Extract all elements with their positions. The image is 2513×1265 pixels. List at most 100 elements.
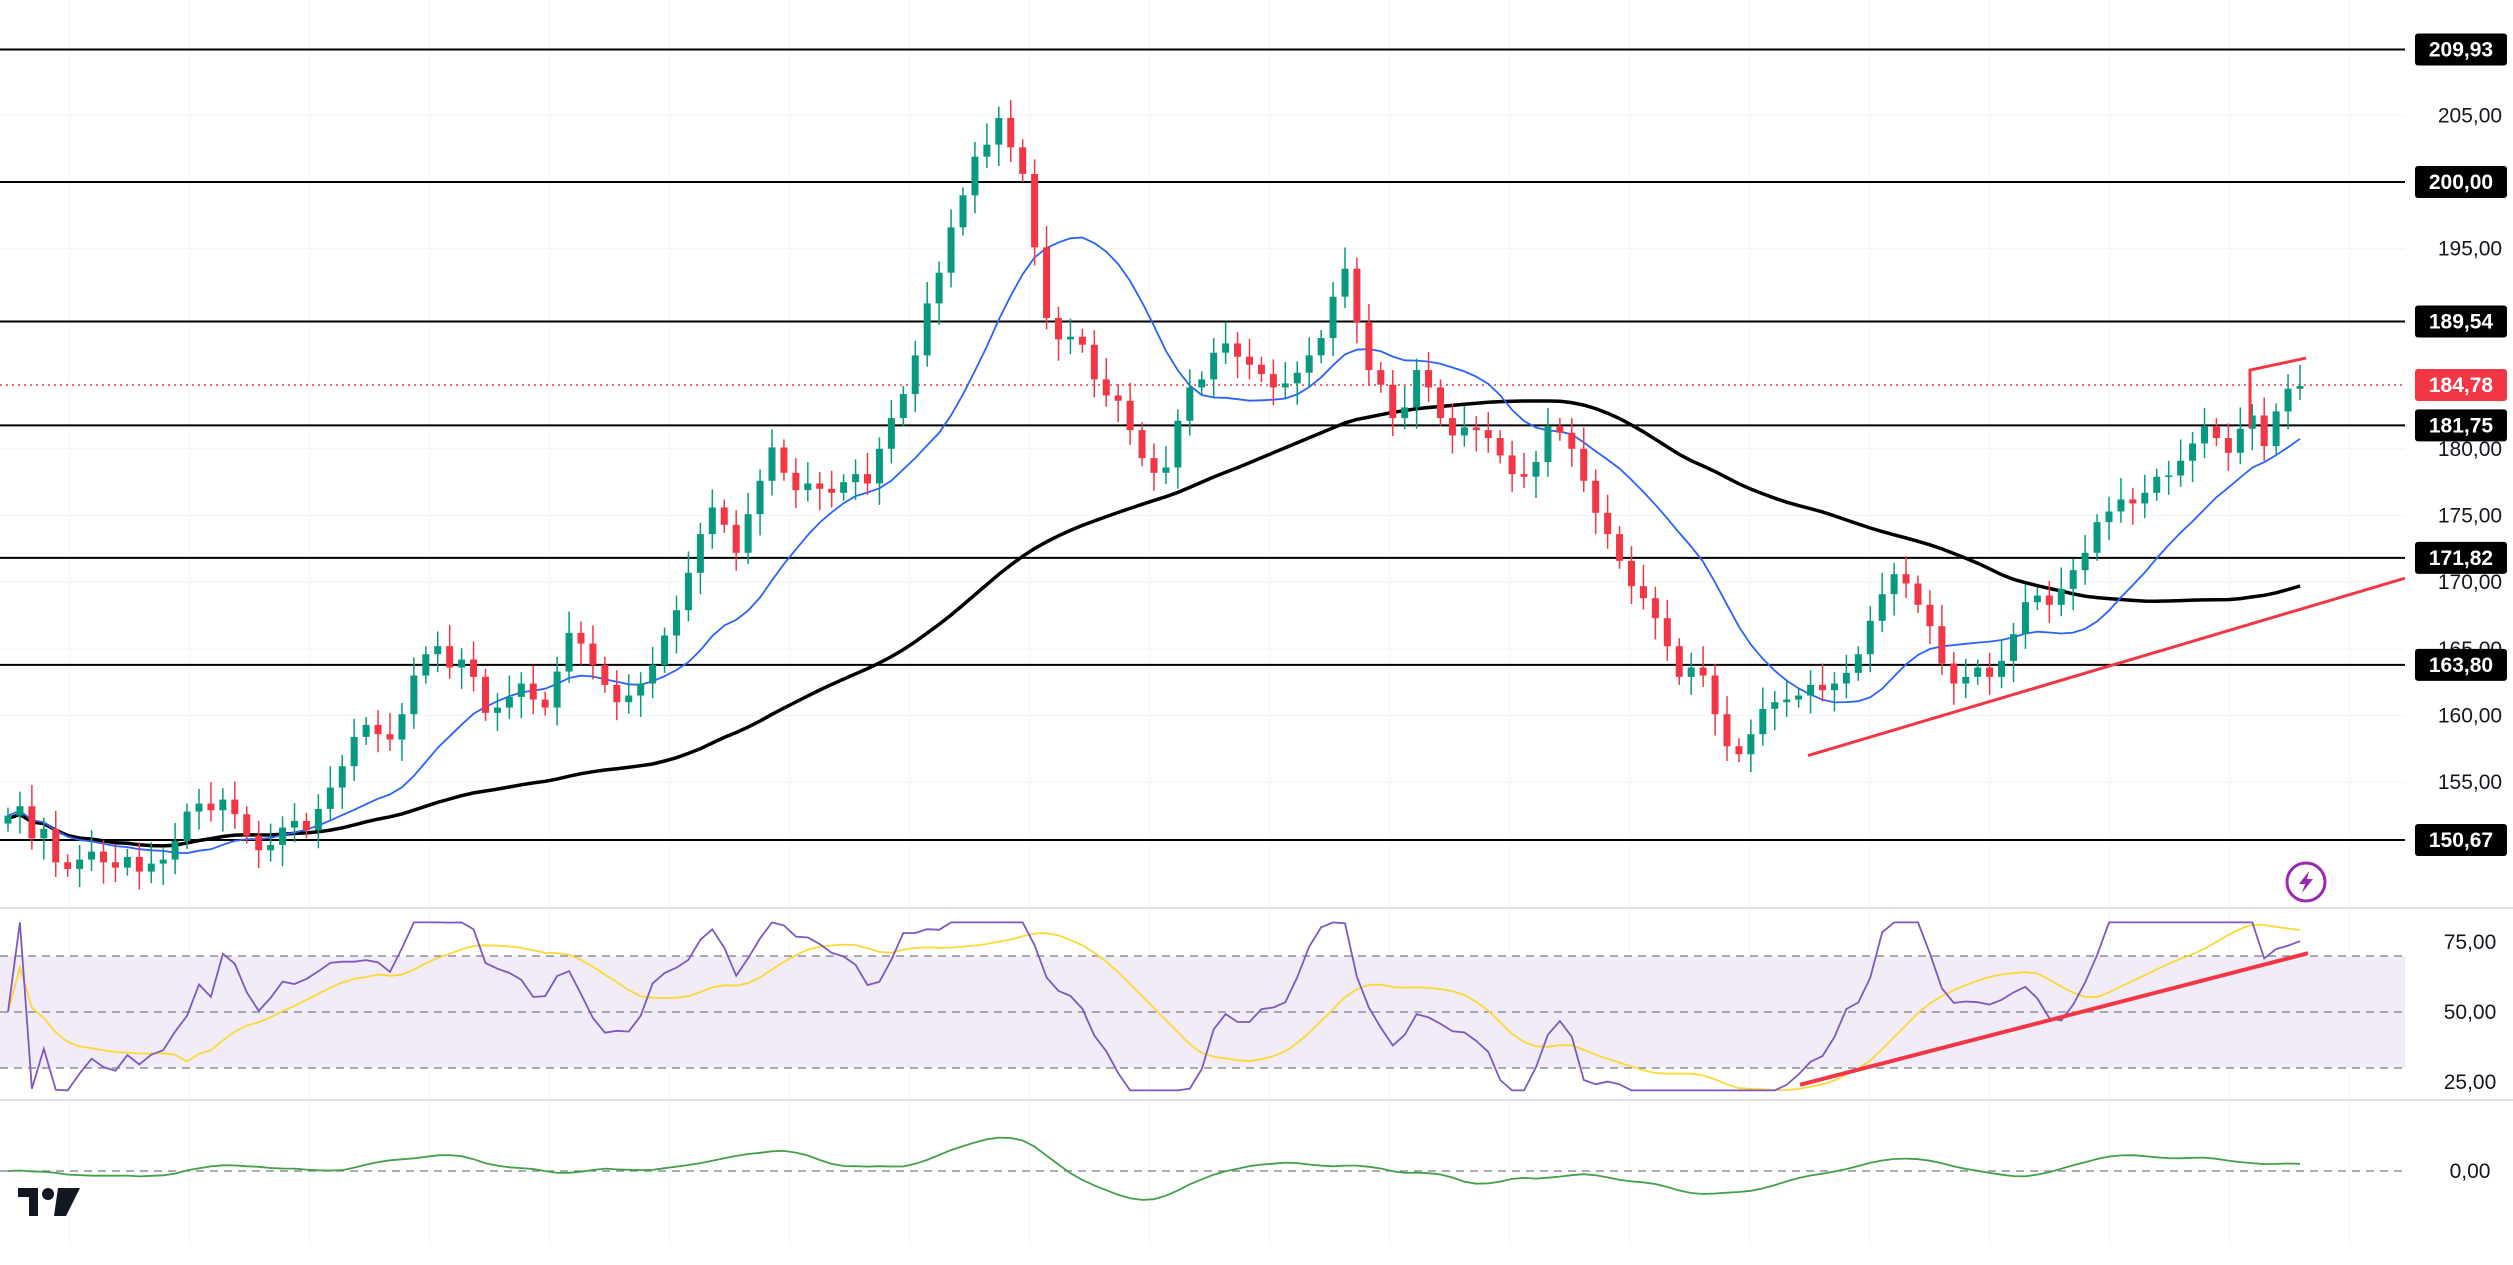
candle-body [302, 820, 310, 831]
candle-body [673, 610, 680, 636]
candle-body [28, 806, 36, 839]
tradingview-logo-icon [18, 1188, 80, 1216]
candle-body [971, 156, 979, 196]
candle-body [1055, 318, 1062, 340]
candle-body [470, 659, 478, 677]
support-trendline [1807, 576, 2406, 758]
candle-body [350, 736, 358, 767]
candle-body [768, 447, 776, 481]
candle-body [111, 862, 119, 868]
candle-body [2105, 511, 2113, 523]
candle-body [780, 447, 788, 473]
candle-body [1651, 598, 1659, 619]
level-badge [2415, 409, 2507, 442]
candle-body [1198, 379, 1206, 388]
candle-body [1246, 356, 1253, 365]
candle-body [2272, 411, 2280, 447]
candle-body [565, 632, 573, 672]
level-badge [2415, 824, 2507, 856]
candle-body [1437, 387, 1444, 419]
last-price-label: 184,78 [2429, 374, 2494, 397]
candle-body [1257, 364, 1265, 375]
candle-body [1425, 370, 1433, 388]
candle-body [183, 811, 191, 841]
candle-body [1592, 480, 1600, 513]
candle-body [1329, 296, 1337, 339]
candle-body [1974, 667, 1982, 677]
candle-body [2248, 415, 2256, 429]
candle-body [4, 815, 12, 824]
candle-body [887, 418, 895, 449]
candle-body [1317, 338, 1325, 356]
candle-body [2153, 476, 2161, 493]
candle-body [1628, 560, 1635, 587]
candle-body [231, 799, 239, 815]
candle-body [1401, 407, 1409, 419]
level-badge-label: 171,82 [2429, 547, 2493, 570]
candle-body [1890, 574, 1898, 595]
candle-body [493, 707, 501, 713]
candle-body [243, 814, 251, 836]
candle-body [1532, 462, 1540, 477]
candle-body [1019, 147, 1027, 174]
candle-body [577, 632, 585, 644]
candle-body [326, 787, 334, 809]
rsi-trendline [1799, 951, 2309, 1087]
candle-body [1210, 352, 1218, 380]
candle-body [362, 724, 370, 737]
candle-body [1723, 714, 1731, 747]
candle-body [434, 646, 442, 655]
candle-body [2021, 602, 2029, 635]
candle-body [2296, 386, 2304, 389]
candle-body [1854, 654, 1862, 673]
candle-body [207, 803, 215, 811]
candle-body [2057, 588, 2065, 605]
candle-body [16, 806, 24, 816]
candle-body [1830, 683, 1838, 691]
candle-body [1413, 370, 1421, 408]
candle-body [291, 820, 298, 828]
candle-body [959, 195, 967, 228]
candle-body [1162, 467, 1170, 473]
rsi-pane: 75,00 50,00 25,00 [0, 921, 2497, 1094]
candle-body [171, 840, 179, 860]
candle-body [983, 144, 991, 157]
candle-body [1878, 594, 1886, 621]
candle-body [123, 856, 131, 868]
momentum-path [7, 1136, 2301, 1201]
price-tick-label: 155,00 [2438, 771, 2502, 794]
candle-body [2260, 415, 2268, 447]
candle-body [1090, 344, 1098, 380]
candle-body [1747, 734, 1755, 755]
level-badge-label: 209,93 [2429, 39, 2493, 62]
candle-body [1902, 574, 1910, 584]
candle-body [613, 684, 621, 703]
candle-body [1711, 675, 1719, 715]
horizontal-levels [0, 48, 2405, 841]
lightning-icon[interactable] [2285, 861, 2327, 903]
candle-body [505, 696, 513, 708]
level-badge-label: 163,80 [2429, 654, 2493, 677]
candle-body [1269, 374, 1277, 388]
candle-body [2177, 460, 2185, 476]
candle-body [1031, 173, 1039, 248]
candle-body [816, 483, 824, 489]
candle-body [1496, 438, 1504, 456]
candle-body [1926, 604, 1934, 627]
candle-body [804, 483, 812, 491]
candle-body [1687, 667, 1695, 677]
candle-body [899, 394, 907, 419]
candle-body [1484, 430, 1492, 439]
candle-body [267, 844, 275, 851]
momentum-tick-label: 0,00 [2450, 1160, 2491, 1183]
candle-body [1126, 400, 1134, 431]
candle-body [720, 507, 728, 525]
candle-body [744, 514, 752, 553]
candle-body [88, 851, 96, 860]
candle-body [219, 799, 227, 811]
rsi-tick-label: 75,00 [2444, 931, 2497, 954]
candle-body [2224, 438, 2232, 453]
candle-body [1377, 370, 1385, 385]
